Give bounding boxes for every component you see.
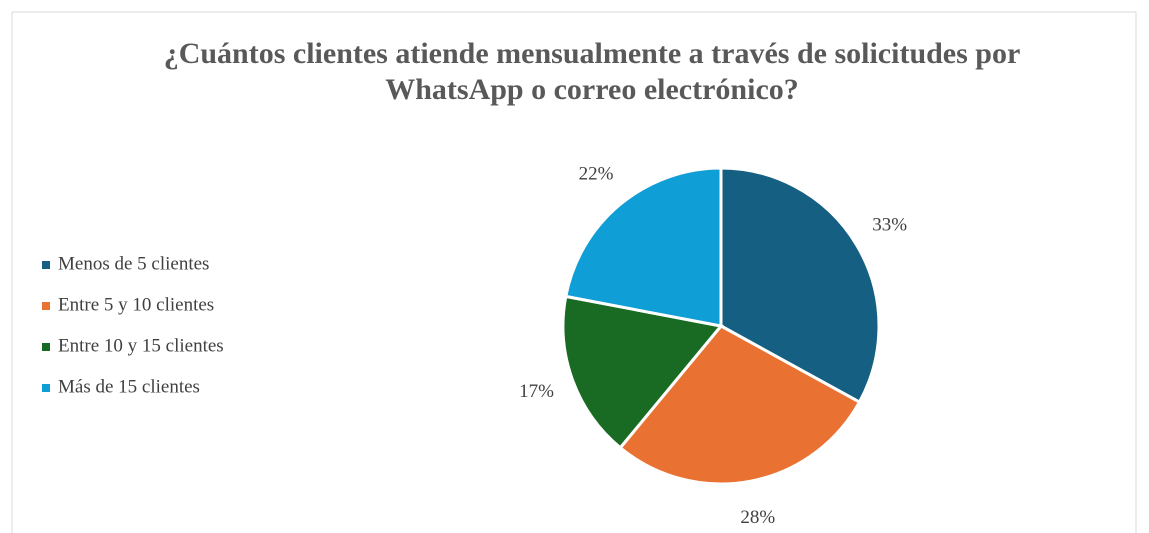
legend-marker — [42, 261, 50, 269]
data-label: 33% — [872, 215, 907, 236]
chart-frame — [11, 11, 1137, 533]
legend-label: Más de 15 clientes — [58, 376, 200, 397]
legend-label: Entre 5 y 10 clientes — [58, 294, 214, 315]
legend-marker — [42, 343, 50, 351]
legend-marker — [42, 302, 50, 310]
pie-slice — [618, 324, 862, 486]
chart-title: ¿Cuántos clientes atiende mensualmente a… — [163, 37, 1021, 106]
pie-slice — [719, 166, 881, 405]
data-label: 17% — [519, 381, 554, 402]
legend-label: Menos de 5 clientes — [58, 253, 209, 274]
pie-slice — [564, 166, 723, 328]
legend-label: Entre 10 y 15 clientes — [58, 335, 224, 356]
data-label: 22% — [579, 163, 614, 184]
pie-slice — [561, 294, 724, 450]
legend-marker — [42, 384, 50, 392]
data-label: 28% — [740, 507, 775, 528]
